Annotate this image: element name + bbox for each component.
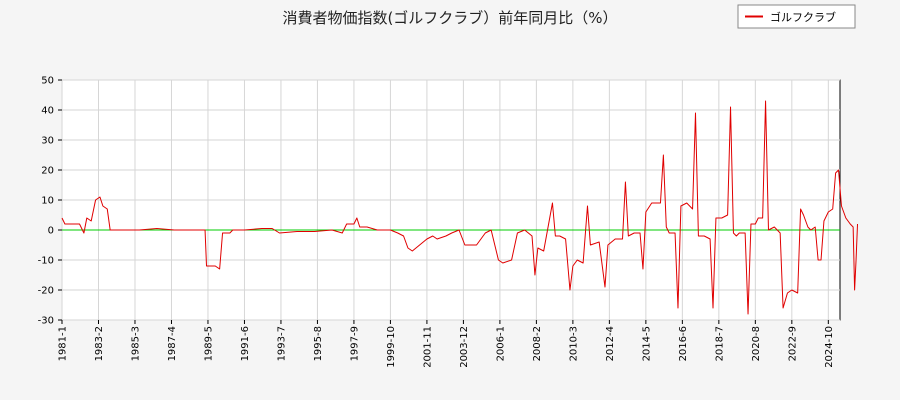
y-tick-label: 20 <box>41 166 54 177</box>
x-tick-label: 2012-4 <box>605 326 616 361</box>
y-axis: -30 -20 -10 0 10 20 30 40 50 <box>38 76 62 327</box>
y-tick-label: 50 <box>41 76 54 87</box>
x-axis: 1981-1 1983-2 1985-3 1987-4 1989-5 1991-6 1993… <box>58 320 835 368</box>
x-tick-label: 2018-7 <box>714 326 725 361</box>
y-tick-label: 0 <box>48 226 54 237</box>
y-tick-label: -20 <box>38 286 54 297</box>
x-tick-label: 1995-8 <box>313 326 324 361</box>
x-tick-label: 1989-5 <box>203 326 214 361</box>
x-tick-label: 1985-3 <box>130 326 141 361</box>
x-tick-label: 2003-12 <box>459 326 470 368</box>
legend: ゴルフクラブ <box>737 4 856 29</box>
x-tick-label: 1997-9 <box>349 326 360 361</box>
y-tick-label: -10 <box>38 256 54 267</box>
x-tick-label: 2001-11 <box>422 326 433 368</box>
chart-title: 消費者物価指数(ゴルフクラブ）前年同月比（%） <box>282 9 617 27</box>
y-tick-label: 30 <box>41 136 54 147</box>
x-tick-label: 1993-7 <box>276 326 287 361</box>
series-line <box>61 100 859 315</box>
x-tick-label: 2022-9 <box>787 326 798 361</box>
x-tick-label: 1987-4 <box>167 326 178 361</box>
series-group <box>61 100 859 315</box>
y-tick-label: -30 <box>38 316 54 327</box>
x-tick-label: 2020-8 <box>751 326 762 361</box>
x-tick-label: 2010-3 <box>568 326 579 361</box>
x-tick-label: 1991-6 <box>240 326 251 361</box>
x-tick-label: 2008-2 <box>532 326 543 361</box>
x-tick-label: 1999-10 <box>386 326 397 368</box>
legend-label: ゴルフクラブ <box>770 10 836 24</box>
x-tick-label: 1983-2 <box>94 326 105 361</box>
x-tick-label: 2024-10 <box>824 326 835 368</box>
y-tick-label: 40 <box>41 106 54 117</box>
x-tick-label: 2016-6 <box>678 326 689 361</box>
x-tick-label: 1981-1 <box>58 326 69 361</box>
x-tick-label: 2014-5 <box>641 326 652 361</box>
legend-box <box>737 4 856 29</box>
y-tick-label: 10 <box>41 196 54 207</box>
x-tick-label: 2006-1 <box>495 326 506 361</box>
